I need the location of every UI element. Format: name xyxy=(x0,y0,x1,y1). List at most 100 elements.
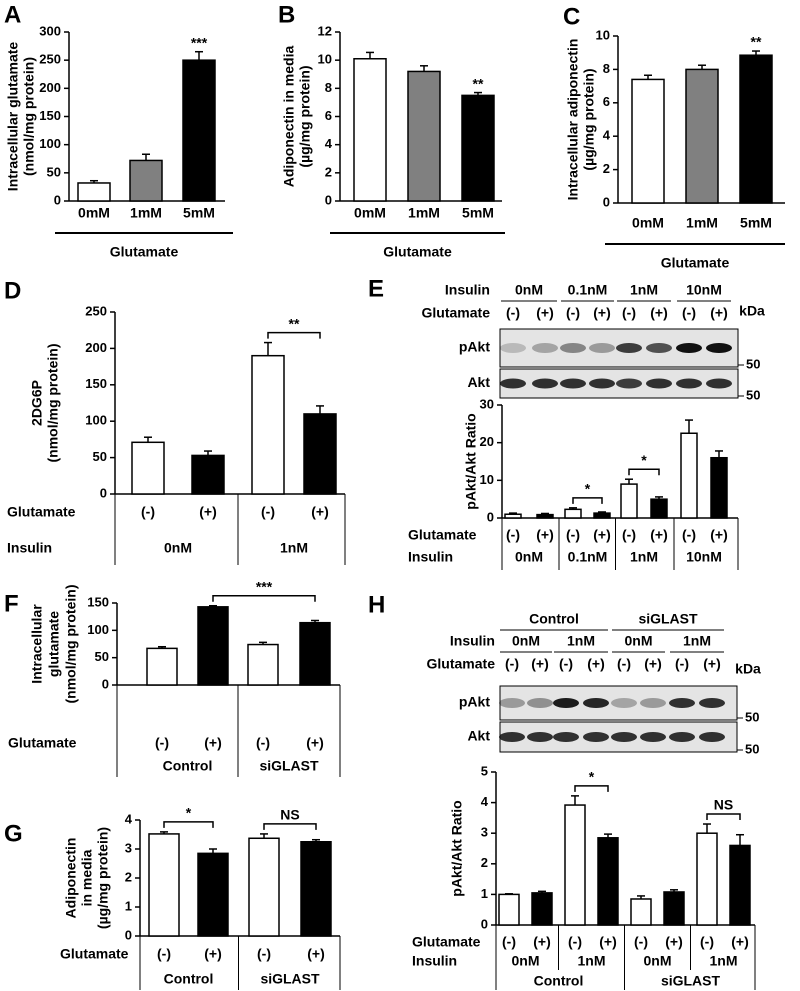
y-tick-label: 4 xyxy=(603,128,611,143)
blot-band xyxy=(676,343,702,353)
blot-band xyxy=(646,378,672,389)
y-tick-label: 4 xyxy=(125,811,133,826)
significance-bracket xyxy=(628,468,660,476)
bar xyxy=(303,413,337,495)
y-tick-label: 20 xyxy=(480,434,494,449)
y-tick-label: 12 xyxy=(318,23,332,38)
y-tick-label: 1 xyxy=(481,886,488,901)
x-tick-label: (-) xyxy=(506,527,520,543)
row-label: Glutamate xyxy=(408,527,477,543)
x-axis-label: Glutamate xyxy=(110,244,179,260)
y-tick-label: 100 xyxy=(85,413,107,428)
row-value-label: 0nM xyxy=(515,549,543,565)
row-label: Glutamate xyxy=(60,946,129,962)
x-tick-label: 1mM xyxy=(130,205,162,221)
y-tick-label: 5 xyxy=(481,763,488,778)
y-axis-label: Intracellular adiponectin xyxy=(565,39,581,201)
significance-bracket xyxy=(706,813,741,821)
bar xyxy=(299,621,331,686)
blot-band xyxy=(699,698,725,708)
row-value-label: 10nM xyxy=(686,549,722,565)
significance-bracket xyxy=(263,823,317,830)
blot-band xyxy=(706,343,732,353)
blot-band xyxy=(560,378,586,389)
y-tick-label: 200 xyxy=(39,80,61,95)
blot-band xyxy=(589,343,615,353)
blot-image xyxy=(499,685,738,721)
y-axis-label: in media xyxy=(79,849,95,906)
x-tick-label: (+) xyxy=(650,527,668,543)
blot-lane-label: (+) xyxy=(531,656,549,672)
significance-label: ** xyxy=(473,75,484,91)
x-tick-label: (-) xyxy=(682,527,696,543)
y-tick-label: 4 xyxy=(481,794,489,809)
y-tick-label: 100 xyxy=(39,136,61,151)
x-tick-label: (+) xyxy=(533,934,551,950)
panel-letter: G xyxy=(4,820,23,847)
bar xyxy=(631,78,665,204)
x-tick-label: (+) xyxy=(731,934,749,950)
significance-label: ** xyxy=(751,34,762,50)
blot-band xyxy=(669,698,695,708)
blot-lane-label: (+) xyxy=(587,656,605,672)
bar xyxy=(685,68,719,204)
row-value-label: siGLAST xyxy=(661,973,721,989)
panel-letter: B xyxy=(278,1,295,28)
blot-lane-label: 0.1nM xyxy=(568,282,608,298)
row-value-label: 1nM xyxy=(280,540,308,556)
row-value-label: 1nM xyxy=(630,549,658,565)
x-tick-label: (-) xyxy=(141,504,155,520)
marker-label: 50 xyxy=(745,709,759,724)
y-tick-label: 3 xyxy=(125,840,132,855)
significance-label: *** xyxy=(256,578,273,594)
marker-label: 50 xyxy=(746,387,760,402)
blot-row-label: Glutamate xyxy=(427,656,496,672)
significance-label: ** xyxy=(289,315,300,331)
x-axis-label: Glutamate xyxy=(661,255,730,271)
marker-label: 50 xyxy=(745,741,759,756)
bar xyxy=(407,70,441,202)
blot-lane-label: (+) xyxy=(650,305,668,321)
blot-band xyxy=(553,698,579,708)
blot-lane-label: (+) xyxy=(593,305,611,321)
y-axis-label: (nmol/mg protein) xyxy=(21,57,37,176)
y-tick-label: 4 xyxy=(325,136,333,151)
blot-band-label: Akt xyxy=(467,374,490,390)
x-tick-label: (-) xyxy=(261,504,275,520)
row-label: Glutamate xyxy=(8,735,77,751)
blot-lane-label: (-) xyxy=(559,656,573,672)
panel-letter: F xyxy=(4,590,19,617)
bar xyxy=(680,432,698,519)
row-value-label: Control xyxy=(163,758,213,774)
panel-letter: A xyxy=(4,1,21,28)
y-tick-label: 0 xyxy=(603,194,610,209)
y-tick-label: 3 xyxy=(481,825,488,840)
blot-band xyxy=(499,698,525,708)
bar xyxy=(148,833,180,937)
blot-band xyxy=(527,698,553,708)
significance-bracket xyxy=(163,821,214,828)
significance-label: * xyxy=(589,769,595,785)
blot-unit: kDa xyxy=(739,303,765,319)
y-tick-label: 0 xyxy=(125,927,132,942)
y-tick-label: 0 xyxy=(481,916,488,931)
blot-lane-label: (+) xyxy=(644,656,662,672)
blot-band xyxy=(499,732,525,742)
x-tick-label: (-) xyxy=(700,934,714,950)
x-tick-label: 0mM xyxy=(632,215,664,231)
x-tick-label: (+) xyxy=(204,735,222,751)
x-tick-label: (+) xyxy=(710,527,728,543)
panel-letter: D xyxy=(4,277,21,304)
x-tick-label: (+) xyxy=(665,934,683,950)
blot-lane-label: 1nM xyxy=(683,633,711,649)
row-label: Insulin xyxy=(7,540,52,556)
row-label: Insulin xyxy=(412,953,457,969)
blot-lane-label: 1nM xyxy=(567,633,595,649)
bar xyxy=(504,513,522,519)
bar xyxy=(564,508,582,519)
blot-band xyxy=(616,343,642,353)
row-value-label: 0nM xyxy=(164,540,192,556)
y-tick-label: 300 xyxy=(39,23,61,38)
y-tick-label: 1 xyxy=(125,898,132,913)
y-tick-label: 8 xyxy=(603,61,610,76)
